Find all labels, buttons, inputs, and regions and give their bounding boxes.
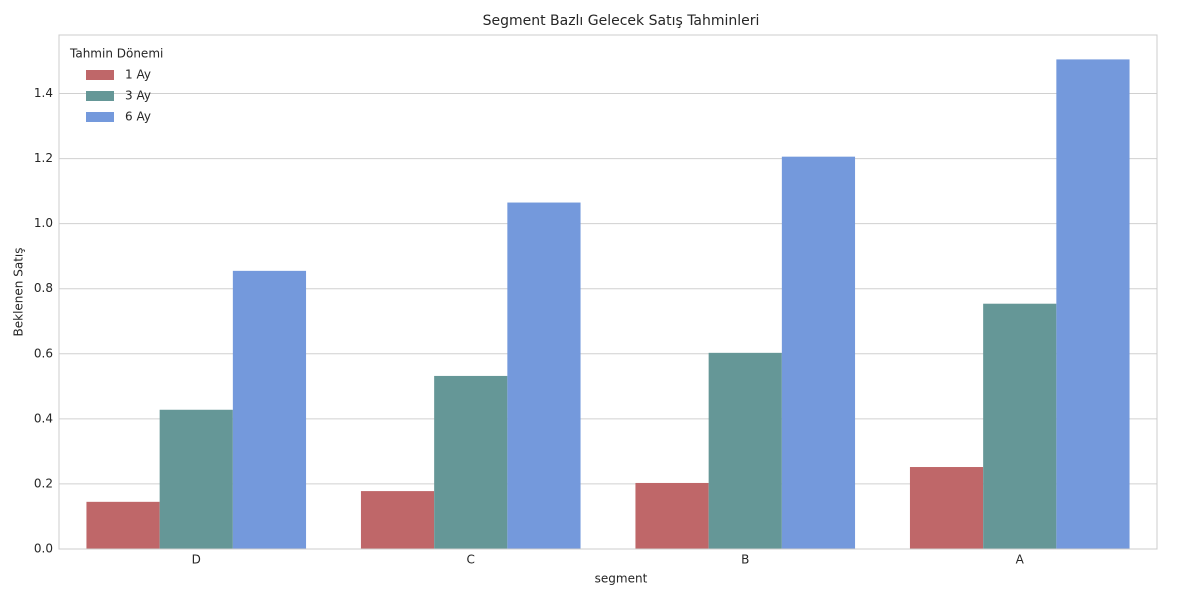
bar <box>781 156 856 550</box>
x-tick-label: B <box>741 553 749 567</box>
bar <box>983 303 1057 549</box>
y-tick-label: 1.4 <box>34 86 53 100</box>
bar <box>1056 59 1130 549</box>
legend-label: 3 Ay <box>125 89 151 103</box>
legend-swatch <box>86 91 114 101</box>
bar <box>708 352 782 549</box>
x-tick-label: C <box>467 553 475 567</box>
y-tick-label: 0.2 <box>34 476 53 490</box>
plot-frame <box>58 34 1158 550</box>
legend-title: Tahmin Dönemi <box>69 47 163 61</box>
bar <box>86 501 160 549</box>
bar <box>507 202 581 550</box>
x-axis-label: segment <box>595 572 648 586</box>
legend-swatch <box>86 112 114 122</box>
legend-swatch <box>86 70 114 80</box>
legend-label: 1 Ay <box>125 68 151 82</box>
y-tick-label: 1.0 <box>34 216 53 230</box>
x-tick-label: D <box>192 553 201 567</box>
bar <box>232 270 307 549</box>
bar <box>434 375 508 549</box>
chart-title: Segment Bazlı Gelecek Satış Tahminleri <box>483 13 760 29</box>
bar <box>360 491 435 549</box>
x-tick-label: A <box>1016 553 1025 567</box>
y-tick-label: 0.4 <box>34 411 53 425</box>
bar <box>909 467 984 549</box>
bar <box>159 409 233 549</box>
y-tick-label: 0.6 <box>34 346 53 360</box>
legend-label: 6 Ay <box>125 110 151 124</box>
y-tick-label: 0.8 <box>34 281 53 295</box>
y-tick-label: 0.0 <box>34 542 53 556</box>
y-axis-label: Beklenen Satış <box>12 248 26 337</box>
bar <box>635 482 709 549</box>
y-tick-label: 1.2 <box>34 151 53 165</box>
